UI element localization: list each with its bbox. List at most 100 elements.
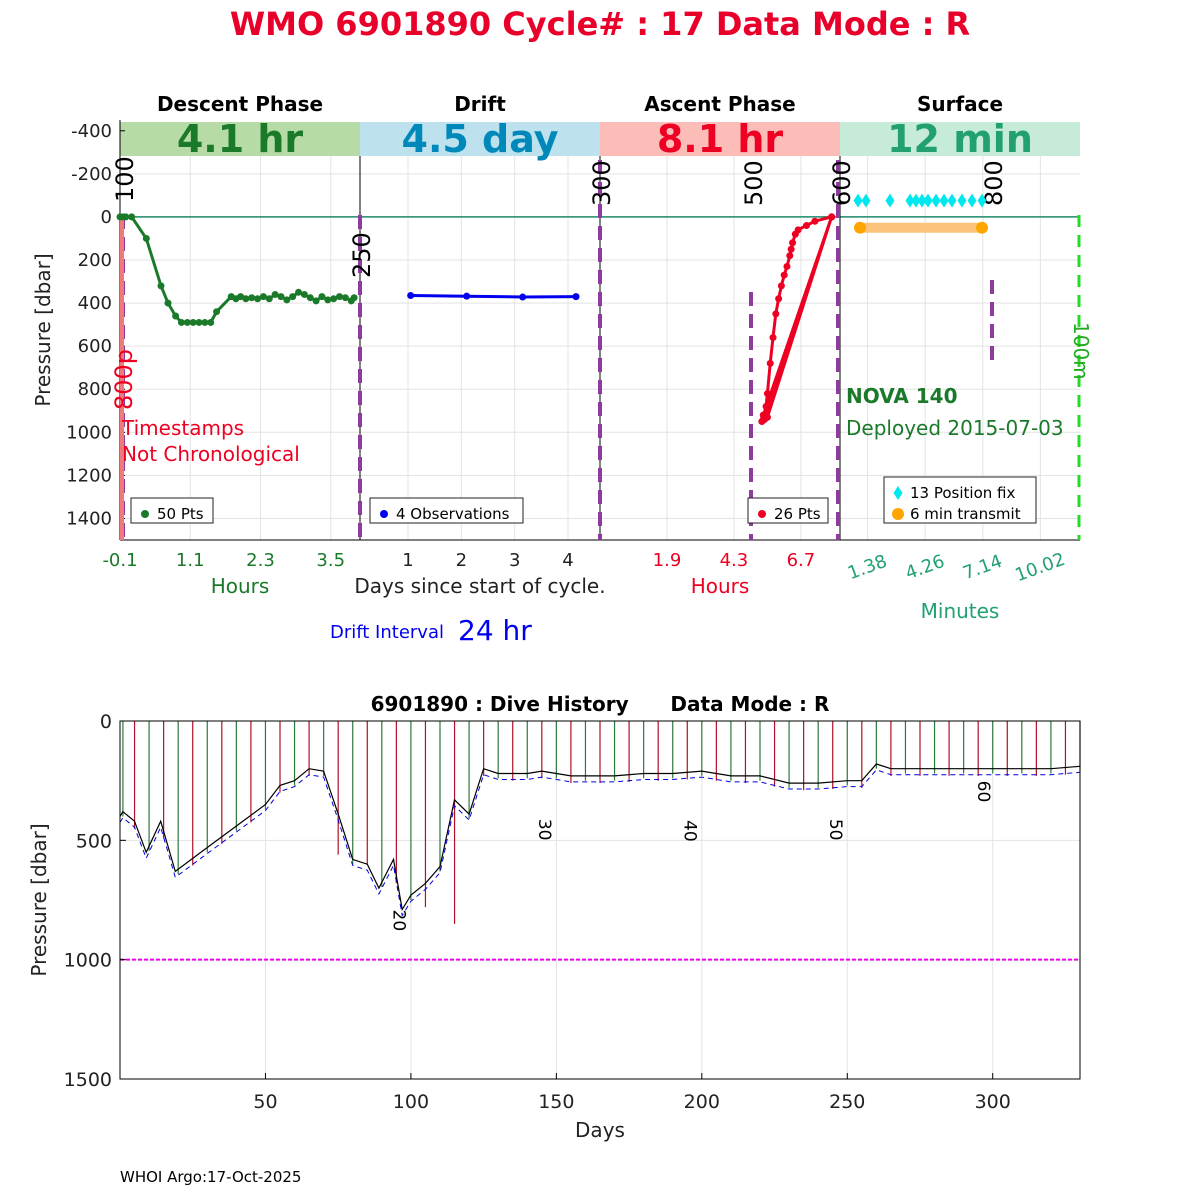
data-point — [189, 318, 197, 326]
cycle-profile-chart: -400 -200 0 200 400 600 800 1000 1200 1400 Pressur… — [31, 92, 1093, 647]
data-point — [248, 294, 256, 302]
data-point — [312, 297, 320, 305]
surface-phase-header: Surface — [917, 92, 1003, 116]
data-point — [283, 296, 291, 304]
data-point — [259, 293, 267, 301]
dive-history-title: 6901890 : Dive History Data Mode : R — [371, 692, 830, 716]
profile-marker-label: 600 — [828, 160, 856, 206]
legend-box — [369, 497, 524, 524]
data-point — [786, 252, 794, 260]
y-tick-label: 1000 — [64, 950, 112, 972]
x-tick-label: 2.3 — [246, 550, 275, 571]
legend-box — [883, 476, 1037, 524]
data-point — [777, 282, 785, 290]
legend-label: 6 min transmit — [910, 505, 1021, 523]
x-tick-label: 10.02 — [1012, 549, 1068, 586]
drift-duration: 4.5 day — [402, 117, 559, 161]
drift-depth-trace — [119, 769, 1081, 917]
x-tick-label: 150 — [538, 1091, 574, 1113]
position-fix-point — [917, 193, 927, 208]
data-point — [177, 318, 185, 326]
ascent-duration: 8.1 hr — [657, 117, 784, 161]
deployment-date: Deployed 2015-07-03 — [846, 416, 1064, 440]
x-tick-label: 100 — [393, 1091, 429, 1113]
data-point — [277, 293, 285, 301]
position-fix-point — [931, 193, 941, 208]
data-point — [254, 295, 262, 303]
descent-phase-line — [120, 215, 356, 324]
y-tick-label: 1000 — [66, 422, 112, 443]
data-point — [289, 293, 297, 301]
dive-history-chart: 50 100 150 200 250 300 0 500 1000 1500 Days Pressur… — [27, 692, 1081, 1142]
transmit-point — [854, 221, 866, 234]
y-tick-label: 1500 — [64, 1069, 112, 1091]
y-tick-label: -200 — [71, 164, 112, 185]
data-point — [142, 234, 150, 242]
vertical-annotation-left: 800p — [110, 349, 138, 410]
position-fix-point — [911, 193, 921, 208]
data-point — [407, 292, 415, 300]
x-caption: Days since start of cycle. — [354, 574, 605, 598]
data-point — [213, 308, 221, 316]
data-point — [237, 293, 245, 301]
data-point — [783, 262, 791, 270]
legend-label: 13 Position fix — [910, 484, 1015, 502]
drift-duration-band — [360, 122, 600, 156]
data-point — [265, 295, 273, 303]
legend-marker — [893, 486, 903, 500]
data-point — [164, 299, 172, 307]
x-tick-label: 50 — [253, 1091, 277, 1113]
plot-frame — [119, 720, 1081, 1080]
legend-label: 26 Pts — [774, 505, 821, 523]
drift-interval-label: Drift Interval — [330, 622, 444, 643]
legend-label: 50 Pts — [157, 505, 204, 523]
x-tick-label: 2 — [456, 550, 467, 571]
x-tick-label: -0.1 — [102, 550, 137, 571]
cycle-number-label: 30 — [534, 819, 554, 841]
data-point — [350, 294, 358, 302]
drift-line — [410, 294, 577, 299]
data-point — [271, 290, 279, 298]
timestamp-warning-line1: Timestamps — [121, 416, 244, 440]
data-point — [775, 295, 783, 303]
dive-history-line — [119, 763, 1081, 912]
y-tick-label: -400 — [71, 121, 112, 142]
data-point — [762, 402, 770, 410]
data-point — [295, 288, 303, 296]
y-axis-label: Pressure [dbar] — [31, 253, 55, 406]
x-tick-label: 1 — [402, 550, 413, 571]
y-axis-label: Pressure [dbar] — [27, 823, 51, 976]
drift-interval-value: 24 hr — [458, 614, 532, 647]
data-point — [318, 293, 326, 301]
y-tick-label: 0 — [100, 711, 112, 733]
data-point — [759, 411, 767, 419]
ascent-phase-line — [760, 214, 834, 423]
data-point — [463, 292, 471, 300]
position-fix-point — [923, 193, 933, 208]
data-point — [780, 271, 788, 279]
legend-box — [747, 497, 829, 524]
profile-marker-label: 250 — [348, 232, 376, 278]
y-tick-label: 0 — [101, 207, 112, 228]
data-point — [157, 282, 165, 290]
data-point — [572, 293, 580, 301]
profile-marker-label: 300 — [588, 160, 616, 206]
descent-duration-band — [120, 122, 360, 156]
transmit-point — [976, 221, 988, 234]
data-point — [128, 213, 136, 221]
position-fix-point — [957, 193, 967, 208]
data-point — [300, 290, 308, 298]
footer-credit: WHOI Argo:17-Oct-2025 — [120, 1168, 301, 1186]
cycle-number-label: 40 — [679, 820, 699, 842]
x-tick-label: 3 — [509, 550, 520, 571]
position-fix-point — [885, 193, 895, 208]
position-fix-point — [977, 193, 987, 208]
data-point — [772, 310, 780, 318]
data-point — [811, 217, 819, 225]
x-tick-label: 7.14 — [960, 551, 1005, 584]
y-tick-label: 200 — [78, 250, 112, 271]
position-fix-point — [905, 193, 915, 208]
data-point — [766, 359, 774, 367]
x-tick-label: 4.26 — [903, 551, 948, 584]
descent-phase-header: Descent Phase — [157, 92, 323, 116]
